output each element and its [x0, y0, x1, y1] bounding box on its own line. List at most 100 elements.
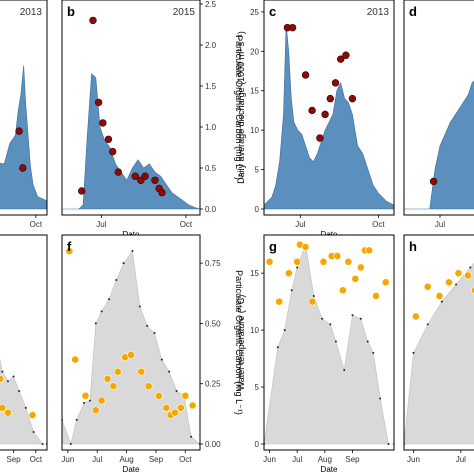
panel-b-point	[114, 168, 123, 176]
panel-f-point	[97, 396, 106, 405]
panel-f-area	[62, 250, 200, 446]
panel-c-y-tick-label: 15	[250, 87, 259, 96]
panel-c-y-label: Daily average discharge (1000 m³ s⁻¹)	[236, 31, 246, 184]
panel-g-area-vertex	[290, 289, 293, 292]
panel-g-plot	[264, 235, 394, 450]
panel-b-y-tick-label: 1.5	[205, 82, 217, 91]
panel-f-point	[109, 382, 118, 391]
panel-d: d Jul	[403, 0, 474, 229]
panel-g-x-label: Date	[321, 465, 338, 474]
panel-g-area-vertex	[343, 368, 346, 371]
panel-g-point	[319, 257, 328, 266]
panel-b-point	[89, 16, 97, 25]
panel-c-plot	[264, 0, 394, 215]
panel-g-area-vertex	[283, 329, 286, 332]
panel-f-area-vertex	[83, 402, 86, 404]
panel-d-frame	[403, 0, 474, 216]
panel-g-point	[351, 274, 360, 283]
panel-f-x-tick-label: Sep	[149, 455, 164, 464]
panel-c-y-tick-label: 10	[250, 126, 259, 135]
panel-g-y-tick-label: 5	[255, 383, 260, 392]
panel-f-plot	[62, 235, 200, 450]
panel-f-point	[103, 374, 112, 383]
panel-g-point	[293, 257, 302, 266]
panel-b-x-tick-label: Oct	[180, 220, 193, 229]
panel-f-point	[162, 403, 171, 412]
panel-g-area-vertex	[359, 317, 362, 320]
panel-a-frame	[0, 0, 48, 216]
panel-h-point	[445, 278, 453, 287]
panel-f-area-vertex	[122, 262, 125, 265]
panel-c-point	[348, 94, 357, 103]
panel-e-area-vertex	[24, 406, 27, 409]
panel-b-point	[104, 135, 113, 144]
panel-f-area-vertex	[107, 298, 110, 301]
panel-d-letter: d	[409, 4, 417, 19]
panel-h-point	[411, 312, 420, 321]
panel-e: Sep Oct	[0, 234, 48, 464]
panel-g-frame	[263, 234, 395, 451]
panel-h-plot	[404, 235, 474, 450]
panel-c-frame	[263, 0, 395, 216]
panel-h-x-tick-label: Jun	[407, 455, 420, 464]
panel-f-y-tick-label: 0.25	[205, 380, 221, 389]
panel-b-x-tick-label: Jul	[96, 220, 106, 229]
panel-c-y-tick-label: 25	[250, 8, 259, 17]
panel-c-year-label: 2013	[367, 7, 390, 18]
panel-g-point	[372, 292, 380, 300]
panel-e-area-vertex	[41, 443, 44, 445]
panel-c-point	[308, 106, 316, 115]
panel-f-y-tick-label: 0.00	[205, 440, 221, 449]
panel-e-plot	[0, 235, 47, 450]
panel-g-x-tick-label: Aug	[318, 455, 332, 464]
panel-h-point	[435, 292, 444, 300]
panel-g-x-tick-label: Jun	[263, 455, 276, 464]
panel-e-area-vertex	[6, 380, 9, 383]
panel-b-point	[131, 172, 139, 180]
panel-f-area-vertex	[175, 389, 178, 392]
panel-c-letter: c	[269, 4, 276, 19]
panel-f-point	[64, 235, 69, 236]
panel-b-area	[62, 73, 200, 210]
panel-d-plot	[404, 0, 474, 215]
panel-f-y-tick-label: 0.75	[205, 259, 221, 268]
panel-b-y-label: Particulate Organic Carbon (mg L⁻¹)	[234, 35, 244, 180]
panel-b-point	[78, 187, 86, 195]
panel-c-point	[326, 94, 334, 103]
panel-h-area-vertex	[455, 283, 458, 286]
panel-f-area-vertex	[75, 418, 78, 421]
panel-f-area-vertex	[69, 443, 72, 445]
panel-e-x-tick-label: Sep	[6, 455, 21, 464]
panel-g-area-vertex	[334, 340, 337, 343]
panel-f-area-vertex	[168, 370, 171, 373]
panel-g-letter: g	[269, 239, 277, 254]
panel-g-area-vertex	[379, 397, 382, 400]
panel-c-y-tick-label: 5	[255, 166, 260, 175]
panel-f-y-label: Particulate Organic Carbon (mg L⁻¹)	[234, 270, 244, 415]
panel-c-area	[264, 23, 394, 210]
panel-f-point	[65, 247, 74, 255]
panel-f-area-vertex	[115, 279, 118, 281]
panel-b-y-tick-label: 0.0	[205, 205, 217, 214]
panel-f-point	[127, 350, 135, 359]
panel-e-x-tick-label: Oct	[30, 455, 43, 464]
panel-g-area-vertex	[351, 314, 354, 317]
panel-a-year-label: 2013	[20, 7, 43, 18]
panel-g-y-tick-label: 15	[250, 269, 259, 278]
panel-b-plot	[62, 0, 200, 215]
panel-a-x-tick-label: Oct	[30, 220, 43, 229]
panel-c-point	[316, 134, 324, 142]
panel-h-area-vertex	[440, 300, 443, 303]
panel-c-point	[288, 23, 297, 32]
panel-c-point	[321, 110, 329, 119]
panel-f-x-tick-label: Oct	[179, 455, 192, 464]
panel-g-y-tick-label: 0	[255, 440, 260, 449]
panel-g-point	[275, 297, 284, 306]
panel-f-x-tick-label: Jun	[61, 455, 74, 464]
panel-g-point	[265, 257, 274, 266]
panel-f-point	[91, 406, 100, 415]
panel-g-area-vertex	[321, 317, 324, 320]
panel-h-point	[464, 271, 472, 280]
panel-e-point	[4, 408, 12, 417]
panel-f-area-vertex	[94, 322, 97, 325]
